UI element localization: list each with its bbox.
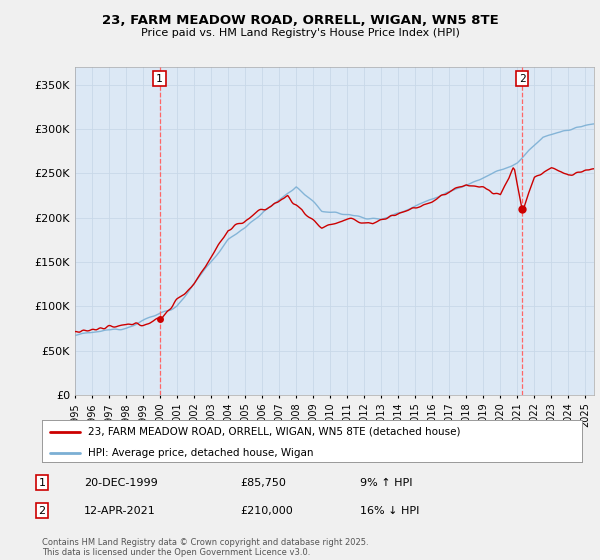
Text: 1: 1 [38,478,46,488]
Text: Contains HM Land Registry data © Crown copyright and database right 2025.
This d: Contains HM Land Registry data © Crown c… [42,538,368,557]
Text: £85,750: £85,750 [240,478,286,488]
Text: 20-DEC-1999: 20-DEC-1999 [84,478,158,488]
Text: 12-APR-2021: 12-APR-2021 [84,506,156,516]
Text: 2: 2 [519,74,526,83]
Text: 9% ↑ HPI: 9% ↑ HPI [360,478,413,488]
Text: Price paid vs. HM Land Registry's House Price Index (HPI): Price paid vs. HM Land Registry's House … [140,28,460,38]
Text: 23, FARM MEADOW ROAD, ORRELL, WIGAN, WN5 8TE: 23, FARM MEADOW ROAD, ORRELL, WIGAN, WN5… [101,14,499,27]
Text: HPI: Average price, detached house, Wigan: HPI: Average price, detached house, Wiga… [88,448,313,458]
Text: 23, FARM MEADOW ROAD, ORRELL, WIGAN, WN5 8TE (detached house): 23, FARM MEADOW ROAD, ORRELL, WIGAN, WN5… [88,427,460,437]
Text: £210,000: £210,000 [240,506,293,516]
Text: 1: 1 [156,74,163,83]
Text: 16% ↓ HPI: 16% ↓ HPI [360,506,419,516]
Text: 2: 2 [38,506,46,516]
